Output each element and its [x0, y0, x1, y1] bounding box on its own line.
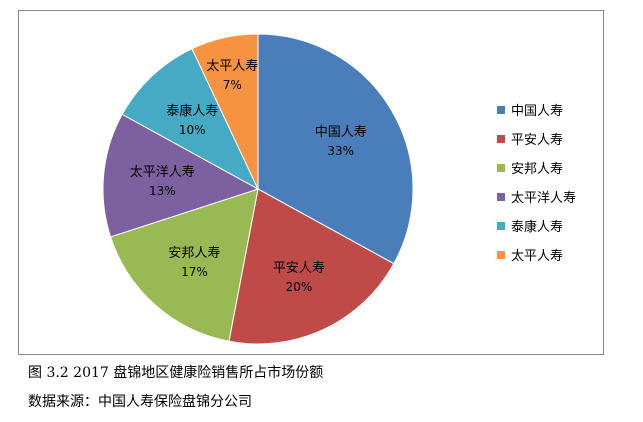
legend-label: 太平人寿	[511, 249, 563, 264]
legend-label: 安邦人寿	[511, 162, 563, 177]
pie-slice	[121, 48, 260, 191]
slice-category-label: 太平洋人寿	[130, 165, 195, 180]
pie-slice	[191, 33, 259, 190]
chart-frame: 中国人寿 33% 平安人寿 20% 安邦人寿 17% 太平洋人寿 13% 泰康人寿 10% 太平人寿…	[18, 10, 604, 355]
slice-category-label: 中国人寿	[315, 125, 367, 140]
legend-label: 平安人寿	[511, 133, 563, 148]
slice-value-label: 7%	[223, 78, 242, 92]
slice-category-label: 安邦人寿	[168, 246, 220, 261]
slice-value-label: 17%	[181, 265, 208, 279]
legend-swatch	[497, 135, 505, 143]
legend-label: 太平洋人寿	[511, 191, 576, 206]
legend-label: 中国人寿	[511, 104, 563, 119]
legend-label: 泰康人寿	[511, 219, 563, 235]
pie-slice	[257, 33, 414, 265]
legend-swatch	[497, 106, 505, 114]
legend-swatch	[497, 193, 505, 201]
slice-value-label: 13%	[149, 184, 176, 198]
slice-value-label: 20%	[286, 280, 313, 294]
slice-value-label: 10%	[179, 123, 206, 137]
pie-slice	[109, 188, 259, 342]
legend-swatch	[497, 222, 505, 230]
data-source: 数据来源：中国人寿保险盘锦分公司	[28, 394, 252, 410]
slice-category-label: 平安人寿	[273, 261, 325, 276]
slice-category-label: 太平人寿	[206, 59, 258, 74]
pie-chart: 中国人寿 33% 平安人寿 20% 安邦人寿 17% 太平洋人寿 13% 泰康人寿 10% 太平人寿…	[102, 33, 576, 345]
slice-labels: 中国人寿 33% 平安人寿 20% 安邦人寿 17% 太平洋人寿 13% 泰康人寿 10% 太平人寿…	[130, 59, 367, 294]
pie-slice	[102, 113, 260, 238]
pie-slice	[228, 188, 395, 345]
slice-category-label: 泰康人寿	[166, 103, 218, 119]
legend-swatch	[497, 251, 505, 259]
pie-slices	[102, 33, 414, 345]
slice-value-label: 33%	[327, 144, 354, 158]
figure-caption: 图 3.2 2017 盘锦地区健康险销售所占市场份额	[28, 365, 324, 381]
legend-swatch	[497, 164, 505, 172]
